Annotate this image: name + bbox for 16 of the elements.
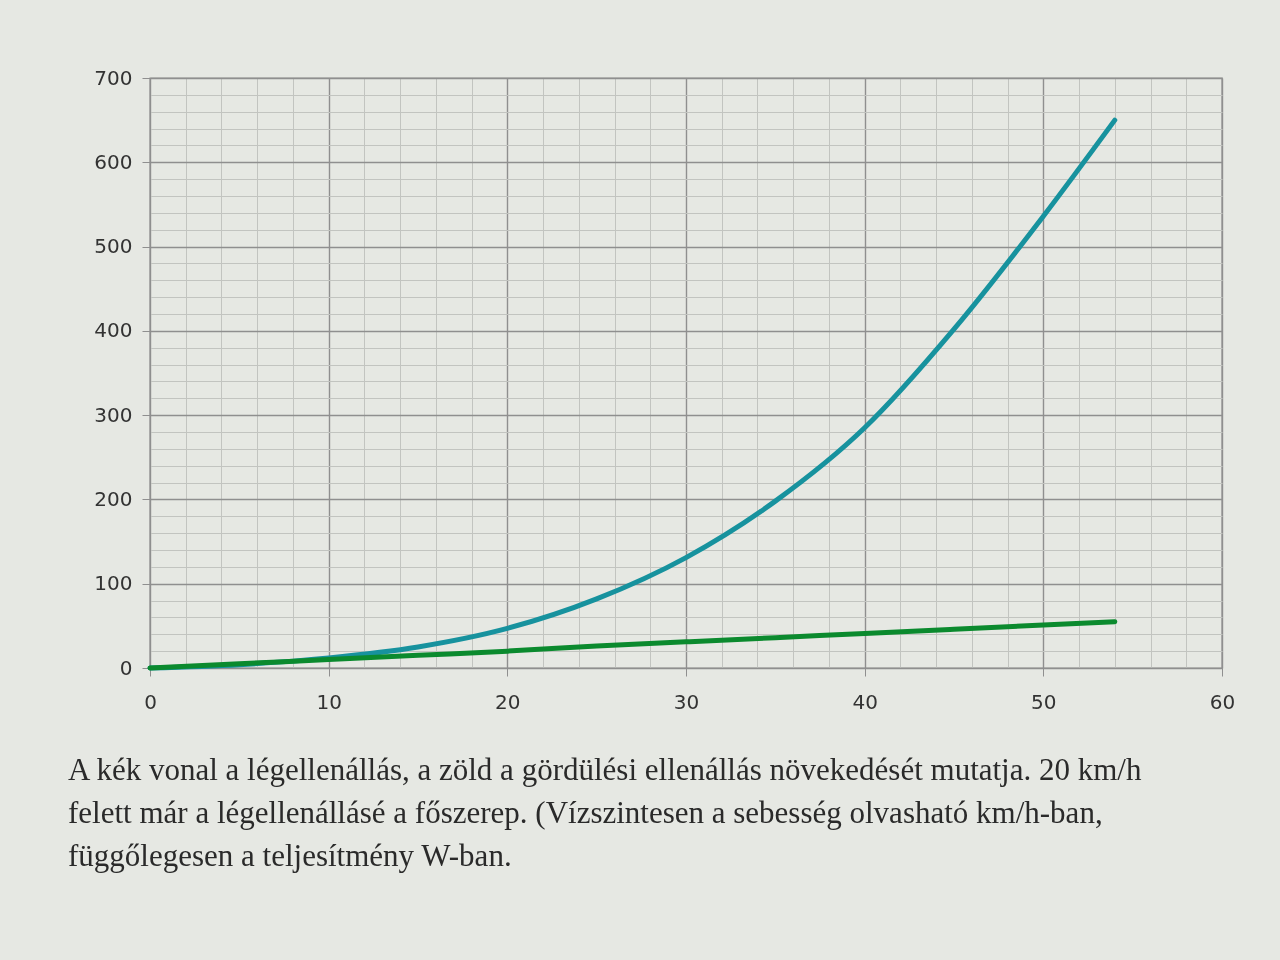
x-tick-label: 30	[673, 689, 700, 714]
x-tick-label: 60	[1209, 689, 1236, 714]
y-tick-label: 100	[94, 571, 133, 596]
y-tick-label: 400	[94, 318, 133, 343]
text: A kék vonal a légellenállás, a zöld a gördülési ellenállás növekedését mutatja. 20 km/h felett már a légellenállásé a főszerep. (Vízszintesen a sebesség olvasható km/h-ban, függőlegesen a teljesítmény W-ban.	[68, 752, 1142, 873]
y-tick-label: 200	[94, 486, 133, 511]
y-tick-label: 300	[94, 402, 133, 427]
y-tick-label: 700	[94, 65, 133, 90]
x-tick-label: 10	[316, 689, 342, 714]
x-tick-label: 0	[144, 689, 157, 714]
y-tick-label: 600	[94, 149, 133, 174]
x-tick-label: 20	[495, 689, 521, 714]
x-tick-label: 40	[852, 689, 878, 714]
y-tick-label: 0	[119, 655, 133, 680]
x-tick-label: 50	[1031, 689, 1057, 714]
y-tick-label: 500	[94, 234, 133, 259]
